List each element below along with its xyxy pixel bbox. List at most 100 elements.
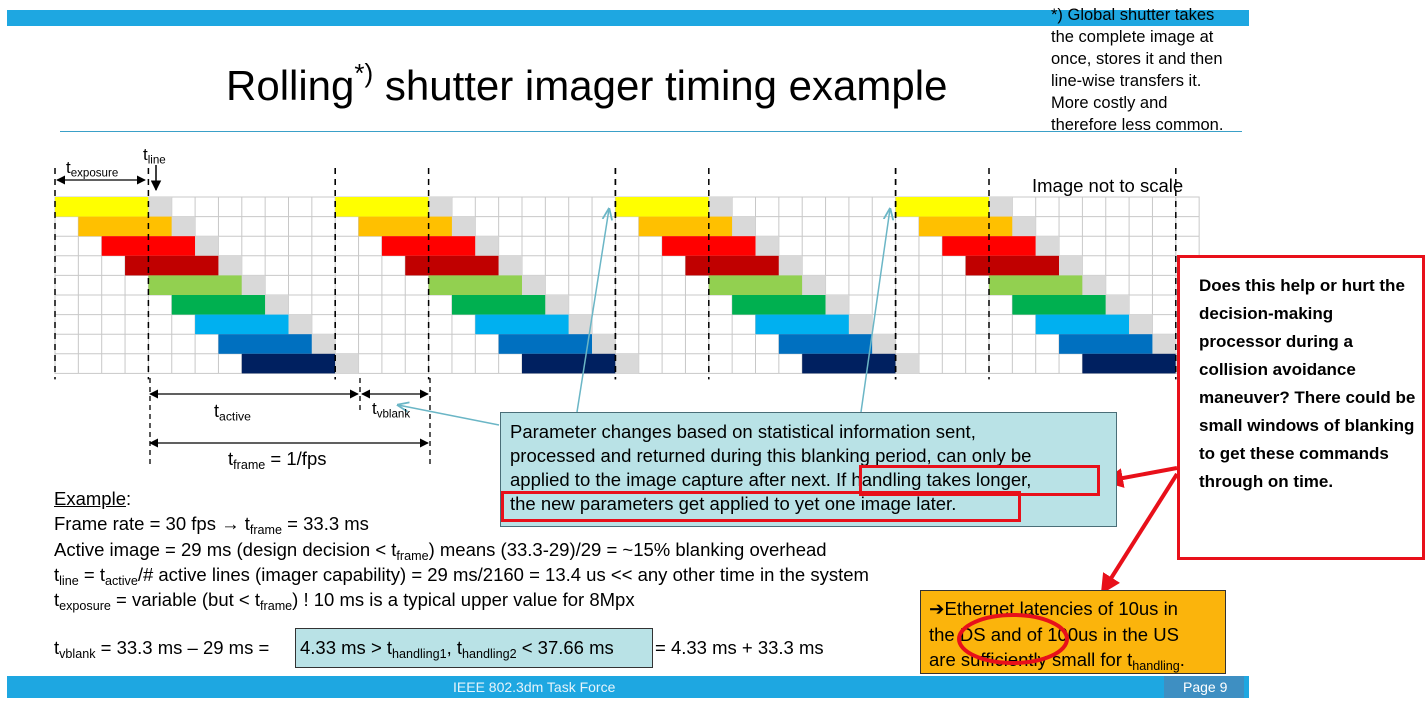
readout-cell	[1059, 255, 1083, 276]
readout-cell	[825, 295, 849, 315]
readout-cell	[568, 314, 593, 335]
readout-cell	[802, 275, 826, 295]
question-callout: Does this help or hurt the decision-maki…	[1177, 255, 1425, 560]
example-line-tline: tline = tactive/# active lines (imager c…	[54, 564, 869, 588]
callout-line-vblank	[398, 405, 500, 426]
note-line: *) Global shutter takes	[1051, 6, 1215, 24]
readout-cell	[288, 314, 312, 335]
t-frame-label: tframe = 1/fps	[228, 448, 327, 472]
note-line: therefore less common.	[1051, 116, 1224, 134]
parameter-change-callout: Parameter changes based on statistical i…	[500, 412, 1117, 527]
readout-cell	[428, 197, 452, 217]
readout-cell	[545, 295, 569, 315]
readout-cell	[171, 216, 196, 237]
t-line-label: tline	[143, 145, 166, 167]
readout-cell	[195, 236, 219, 256]
note-line: the complete image at	[1051, 28, 1214, 46]
title-superscript: *)	[354, 58, 374, 88]
title-text-rest: shutter imager timing example	[373, 62, 948, 109]
readout-cell	[895, 353, 919, 374]
example-line-tvblank: tvblank = 33.3 ms – 29 ms =	[54, 637, 270, 661]
red-circle-100us	[957, 613, 1069, 665]
top-bar	[7, 10, 1249, 26]
red-arrow-to-ethernet	[1100, 472, 1179, 595]
readout-cell	[732, 216, 756, 237]
exposure-bar	[755, 314, 849, 335]
red-arrow-to-highlight	[1103, 466, 1178, 488]
readout-cell	[708, 197, 733, 217]
exposure-bar	[498, 334, 593, 354]
note-line: once, stores it and then	[1051, 50, 1223, 68]
example-line-active-image: Active image = 29 ms (design decision < …	[54, 539, 827, 563]
readout-cell	[1082, 275, 1106, 295]
exposure-bar	[638, 216, 733, 237]
note-line: line-wise transfers it.	[1051, 72, 1202, 90]
global-shutter-note: *) Global shutter takes the complete ima…	[1051, 4, 1223, 136]
exposure-bar	[1082, 353, 1176, 374]
vblank-result-box	[295, 628, 653, 668]
readout-cell	[241, 275, 266, 295]
readout-cell	[1105, 295, 1130, 315]
readout-cell	[778, 255, 803, 276]
readout-cell	[311, 334, 336, 354]
exposure-bar	[918, 216, 1013, 237]
t-active-label: tactive	[214, 401, 251, 424]
readout-cell	[148, 197, 172, 217]
note-line: More costly and	[1051, 94, 1168, 112]
readout-cell	[218, 255, 242, 276]
exposure-bar	[195, 314, 289, 335]
exposure-bar	[895, 197, 989, 217]
exposure-bar	[171, 295, 266, 315]
footer-title: IEEE 802.3dm Task Force	[453, 679, 616, 695]
exposure-bar	[778, 334, 873, 354]
readout-cell	[872, 334, 896, 354]
exposure-bar	[241, 353, 336, 374]
readout-cell	[1035, 236, 1060, 256]
readout-cell	[989, 197, 1013, 217]
example-line-texposure: texposure = variable (but < tframe) ! 10…	[54, 589, 635, 613]
exposure-bar	[451, 295, 546, 315]
exposure-bar	[615, 197, 709, 217]
readout-cell	[592, 334, 616, 354]
readout-cell	[1129, 314, 1153, 335]
readout-cell	[475, 236, 499, 256]
exposure-bar	[78, 216, 172, 237]
callout-line: processed and returned during this blank…	[510, 445, 1032, 466]
frame-dashed-lines	[54, 168, 1177, 380]
question-text: Does this help or hurt the decision-maki…	[1199, 276, 1416, 491]
page-title: Rolling*) shutter imager timing example	[226, 60, 947, 107]
highlight-handling-longer	[859, 465, 1100, 496]
exposure-bar	[218, 334, 312, 354]
exposure-bar	[475, 314, 569, 335]
readout-cell	[522, 275, 546, 295]
callout-line: applied to the image capture after next.…	[510, 469, 1032, 490]
exposure-bars	[55, 197, 1200, 374]
exposure-bar	[989, 275, 1083, 295]
title-divider	[60, 131, 1242, 132]
highlight-one-image-later	[501, 491, 1021, 522]
example-line-frame-rate: Frame rate = 30 fps → tframe = 33.3 ms	[54, 513, 369, 537]
exposure-bar	[335, 197, 429, 217]
callout-line-frame2	[576, 209, 609, 413]
readout-cell	[848, 314, 873, 335]
exposure-bar	[732, 295, 826, 315]
exposure-bar	[148, 275, 242, 295]
readout-cell	[451, 216, 476, 237]
readout-cell	[1012, 216, 1036, 237]
t-vblank-label: tvblank	[372, 399, 411, 421]
t-exposure-label: texposure	[66, 158, 119, 180]
title-text: Rolling	[226, 62, 355, 109]
exposure-bar	[55, 197, 149, 217]
exposure-bar	[522, 353, 616, 374]
exposure-bar	[1035, 314, 1130, 335]
example-heading: Example:	[54, 488, 132, 509]
arrow-icon: ➔	[929, 598, 945, 619]
exposure-bar	[428, 275, 522, 295]
callout-line: Parameter changes based on statistical i…	[510, 421, 976, 442]
callout-line: the new parameters get applied to yet on…	[510, 493, 957, 514]
vblank-result-text: 4.33 ms > thandling1, thandling2 < 37.66…	[300, 637, 614, 661]
exposure-bar	[1059, 334, 1153, 354]
readout-cell	[755, 236, 779, 256]
